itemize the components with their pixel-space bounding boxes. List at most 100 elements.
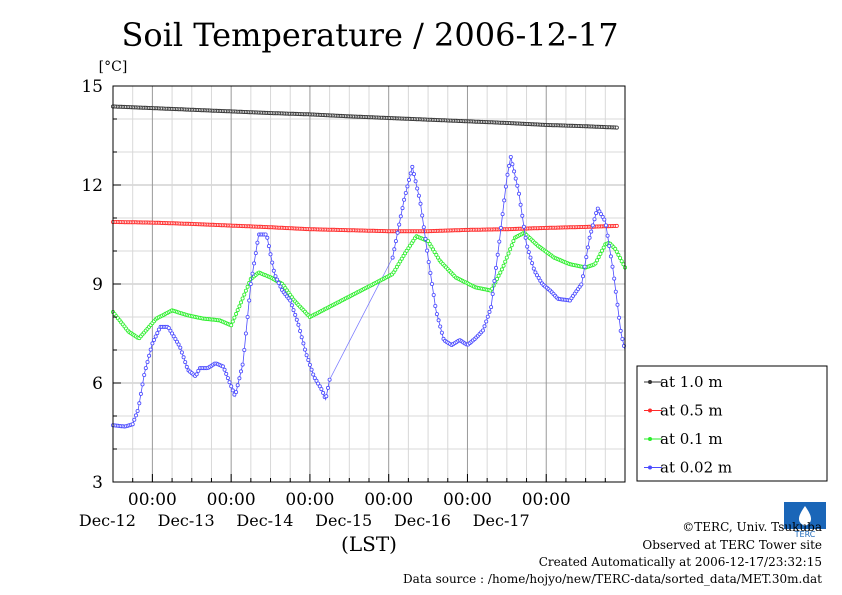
series-point (319, 387, 324, 392)
series-point (525, 244, 530, 249)
series-point (530, 261, 535, 266)
series-point (227, 380, 232, 385)
series-point (235, 383, 240, 388)
x-tick-time-label: 00:00 (443, 490, 492, 510)
series-point (595, 206, 600, 211)
series-point (168, 328, 173, 333)
series-point (490, 291, 495, 296)
series-point (523, 235, 528, 240)
series-point (429, 244, 434, 249)
series-point (512, 169, 517, 174)
series-point (400, 206, 405, 211)
series-point (137, 401, 142, 406)
series-point (436, 318, 441, 323)
series-point (224, 371, 229, 376)
series-point (596, 255, 601, 260)
series-point (435, 255, 440, 260)
legend-label: at 0.5 m (660, 402, 723, 420)
series-point (238, 369, 243, 374)
series-point (392, 247, 397, 252)
series-point (142, 372, 147, 377)
series-point (495, 252, 500, 257)
series-point (508, 154, 513, 159)
series-point (487, 309, 492, 314)
axis-ticks: 369121500:00Dec-1200:00Dec-1300:00Dec-14… (79, 77, 626, 530)
series-point (248, 281, 253, 286)
series-point (416, 193, 421, 198)
series-point (145, 359, 150, 364)
series-point (498, 225, 503, 230)
series-point (276, 280, 281, 285)
logo-text: TERC (794, 530, 816, 538)
series-point (582, 264, 587, 269)
series-point (306, 357, 311, 362)
series-point (289, 303, 294, 308)
series-point (271, 268, 276, 273)
series-point (296, 322, 301, 327)
series-point (602, 217, 607, 222)
series-gap-connector (329, 257, 393, 380)
y-axis-unit-label: [°C] (99, 59, 128, 75)
series-point (243, 288, 248, 293)
series-point (616, 252, 621, 257)
series-point (492, 278, 497, 283)
series-point (601, 245, 606, 250)
series-point (178, 345, 183, 350)
series-point (427, 241, 432, 246)
series-point (607, 243, 612, 248)
series-point (517, 191, 522, 196)
series-point (301, 341, 306, 346)
series-point (535, 273, 540, 278)
series-point (408, 171, 413, 176)
x-axis-label: (LST) (341, 532, 397, 556)
missing-data-connectors (329, 257, 393, 380)
series-point (250, 271, 255, 276)
y-tick-label: 6 (92, 374, 103, 394)
series-point (253, 251, 258, 256)
series-point (413, 179, 418, 184)
series-point (423, 236, 428, 241)
series-point (252, 261, 257, 266)
series-point (230, 319, 235, 324)
series-point (247, 298, 252, 303)
series-point (238, 300, 243, 305)
series-point (135, 408, 140, 413)
series-point (133, 413, 138, 418)
x-tick-time-label: 00:00 (128, 490, 177, 510)
x-tick-time-label: 00:00 (364, 490, 413, 510)
series-point (503, 259, 508, 264)
series-point (494, 276, 499, 281)
terc-logo: TERC (784, 502, 826, 538)
series-point (610, 264, 615, 269)
series-point (617, 315, 622, 320)
series-point (439, 330, 444, 335)
series-point (600, 248, 605, 253)
series-point (148, 347, 153, 352)
series-point (528, 255, 533, 260)
series-point (493, 265, 498, 270)
x-tick-time-label: 00:00 (522, 490, 571, 510)
series-point (403, 190, 408, 195)
series-point (425, 248, 430, 253)
series-point (324, 394, 329, 399)
series-point (428, 270, 433, 275)
legend-marker (648, 408, 652, 413)
series-point (293, 312, 298, 317)
series-point (515, 183, 520, 188)
series-point (584, 255, 589, 260)
series-point (594, 211, 599, 216)
series-point (420, 213, 425, 218)
series-point (156, 327, 161, 332)
legend-marker (648, 380, 652, 384)
series-point (317, 384, 322, 389)
series-point (480, 328, 485, 333)
series-point (232, 315, 237, 320)
series-point (270, 260, 275, 265)
series-point (240, 362, 245, 367)
series-point (237, 304, 242, 309)
x-tick-date-label: Dec-12 (79, 511, 136, 530)
series-point (255, 240, 260, 245)
series-point (222, 367, 227, 372)
x-tick-date-label: Dec-14 (236, 511, 293, 530)
